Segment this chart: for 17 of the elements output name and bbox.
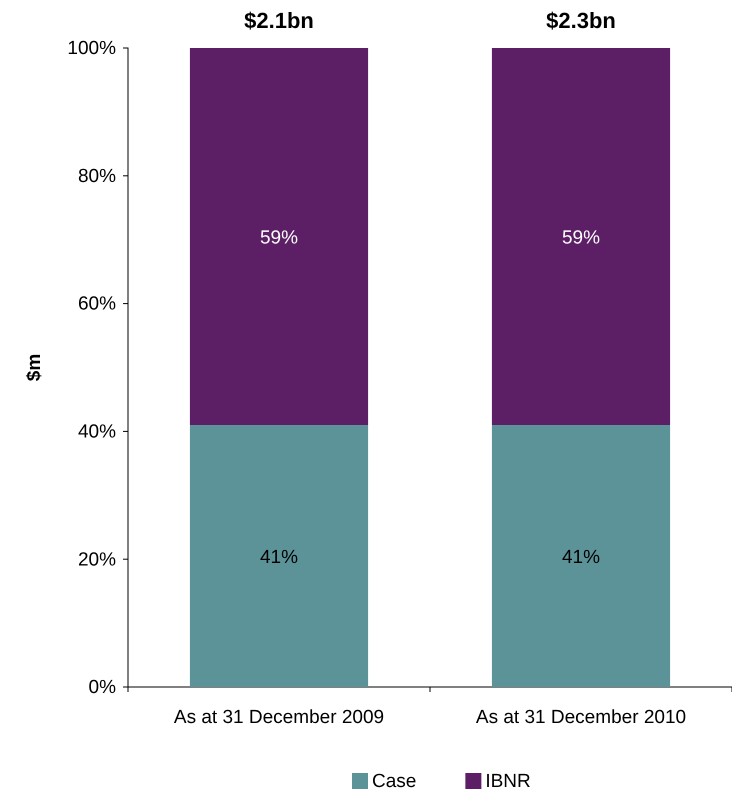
y-tick-label: 40% — [78, 421, 116, 442]
annotation: $2.3bn — [546, 8, 616, 33]
y-axis-title: $m — [24, 354, 45, 382]
y-tick-label: 80% — [78, 166, 116, 187]
y-tick-label: 20% — [78, 549, 116, 570]
y-tick-label: 0% — [88, 677, 116, 698]
data-label: 59% — [260, 228, 298, 249]
legend-label: Case — [372, 771, 416, 792]
data-label: 41% — [260, 547, 298, 568]
annotation: $2.1bn — [244, 8, 314, 33]
data-label: 59% — [562, 228, 600, 249]
data-label: 41% — [562, 547, 600, 568]
legend-label: IBNR — [485, 771, 531, 792]
y-tick-label: 100% — [67, 38, 116, 60]
x-tick-label: As at 31 December 2009 — [174, 707, 384, 728]
y-tick-label: 60% — [78, 294, 116, 315]
x-tick-label: As at 31 December 2010 — [476, 707, 686, 728]
